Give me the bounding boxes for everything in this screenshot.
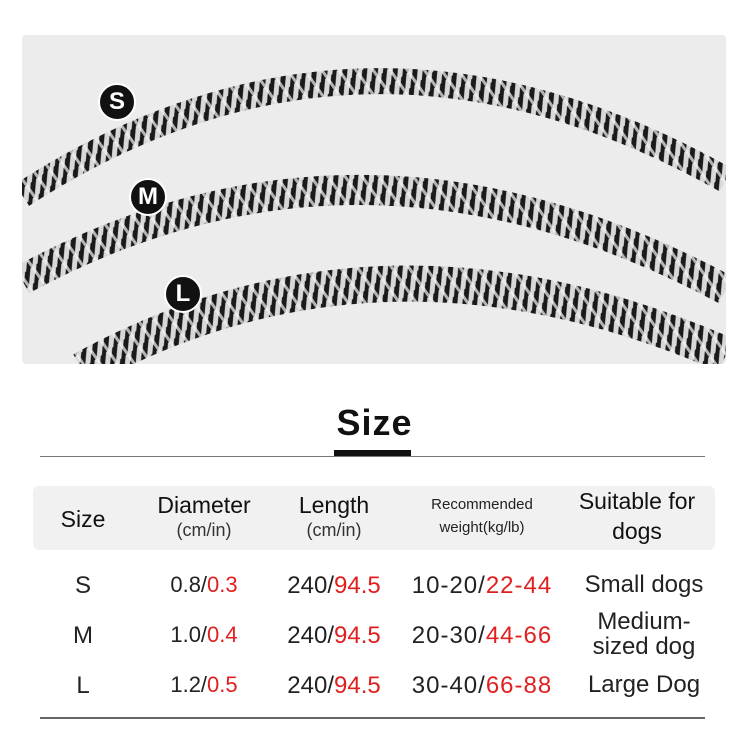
table-bottom-border [40,717,705,719]
header-diameter-unit: (cm/in) [176,520,232,540]
header-diameter: Diameter [157,492,251,518]
cell-suitable: Small dogs [585,572,704,597]
rope-m [22,175,726,304]
length-cm: 240/ [287,622,334,649]
header-weight-unit: weight(kg/lb) [439,519,525,536]
diameter-cm: 1.2/ [170,672,208,697]
diameter-cm: 0.8/ [170,572,208,597]
header-length: Length [298,492,370,518]
cell-weight: 10-20/22-44 [412,572,552,600]
length-cm: 240/ [287,572,334,599]
header-suitable: Suitable for [578,488,696,514]
suitable-line-1: Large Dog [587,671,701,698]
rope-leashes-image [22,68,726,364]
weight-lb: 22-44 [485,572,553,599]
cell-weight: 30-40/66-88 [412,672,552,700]
title-underline [334,450,411,456]
size-badge-s: S [98,83,136,121]
cell-suitable: Large Dog [588,672,700,697]
length-cm: 240/ [287,672,334,699]
cell-length: 240/94.5 [287,622,380,650]
cell-diameter: 1.2/0.5 [170,672,237,698]
size-badge-m: M [129,178,167,216]
cell-size: S [74,572,92,599]
suitable-line-1: Medium- [597,608,691,635]
cell-length: 240/94.5 [287,672,380,700]
weight-kg: 20-30/ [411,622,486,649]
rope-s [22,68,726,206]
weight-kg: 10-20/ [411,572,486,599]
length-in: 94.5 [334,672,381,699]
suitable-line-1: Small dogs [584,571,704,598]
cell-diameter: 1.0/0.4 [170,622,237,648]
cell-size: L [76,672,90,699]
header-suitable-2: dogs [612,518,662,544]
header-weight: Recommended [431,496,533,513]
header-length-unit: (cm/in) [306,520,362,540]
cell-weight: 20-30/44-66 [412,622,552,650]
cell-suitable: Medium-sized dog [593,609,696,659]
length-in: 94.5 [334,622,381,649]
diameter-cm: 1.0/ [170,622,208,647]
weight-kg: 30-40/ [411,672,486,699]
cell-diameter: 0.8/0.3 [170,572,237,598]
suitable-line-2: sized dog [592,633,696,660]
size-badge-l: L [164,275,202,313]
product-photo: S M L [22,35,726,364]
table-header [33,486,715,550]
rope-l [73,265,726,364]
header-size: Size [60,506,106,532]
section-title: Size [336,402,413,443]
diameter-in: 0.5 [207,672,238,697]
weight-lb: 66-88 [485,672,553,699]
divider [40,456,705,457]
weight-lb: 44-66 [485,622,553,649]
diameter-in: 0.3 [207,572,238,597]
diameter-in: 0.4 [207,622,238,647]
cell-length: 240/94.5 [287,572,380,600]
length-in: 94.5 [334,572,381,599]
cell-size: M [73,622,93,649]
